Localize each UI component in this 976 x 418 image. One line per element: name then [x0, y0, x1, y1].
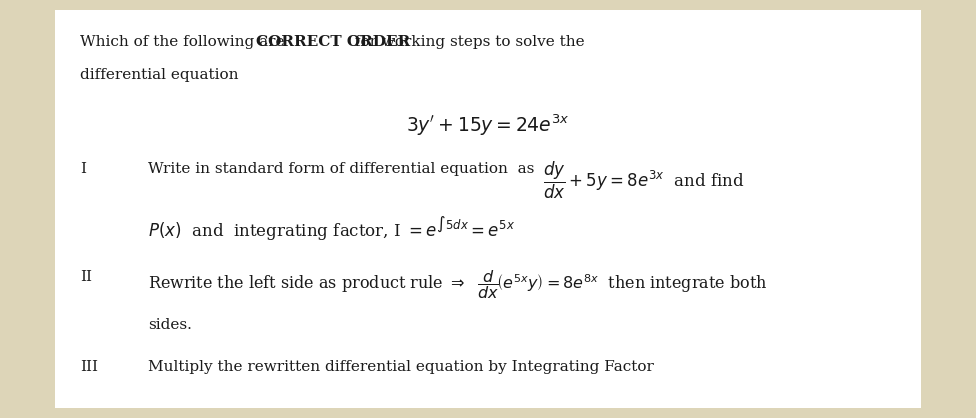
- Text: Rewrite the left side as product rule $\Rightarrow$  $\dfrac{d}{dx}\!\left(e^{5x: Rewrite the left side as product rule $\…: [148, 268, 767, 301]
- Text: Multiply the rewritten differential equation by Integrating Factor: Multiply the rewritten differential equa…: [148, 360, 654, 374]
- Text: CORRECT ORDER: CORRECT ORDER: [256, 35, 410, 49]
- Text: differential equation: differential equation: [80, 68, 238, 82]
- Text: for working steps to solve the: for working steps to solve the: [350, 35, 585, 49]
- Text: $P(x)$  and  integrating factor, I $= e^{\int 5dx} = e^{5x}$: $P(x)$ and integrating factor, I $= e^{\…: [148, 215, 515, 243]
- Text: I: I: [80, 162, 86, 176]
- Text: $3y'+15y=24e^{3x}$: $3y'+15y=24e^{3x}$: [406, 112, 570, 138]
- FancyBboxPatch shape: [55, 10, 921, 408]
- Text: III: III: [80, 360, 98, 374]
- Text: Which of the following are: Which of the following are: [80, 35, 289, 49]
- Text: $\dfrac{dy}{dx}+5y=8e^{3x}$  and find: $\dfrac{dy}{dx}+5y=8e^{3x}$ and find: [543, 160, 745, 201]
- Text: sides.: sides.: [148, 318, 192, 332]
- Text: Write in standard form of differential equation  as: Write in standard form of differential e…: [148, 162, 535, 176]
- Text: II: II: [80, 270, 92, 284]
